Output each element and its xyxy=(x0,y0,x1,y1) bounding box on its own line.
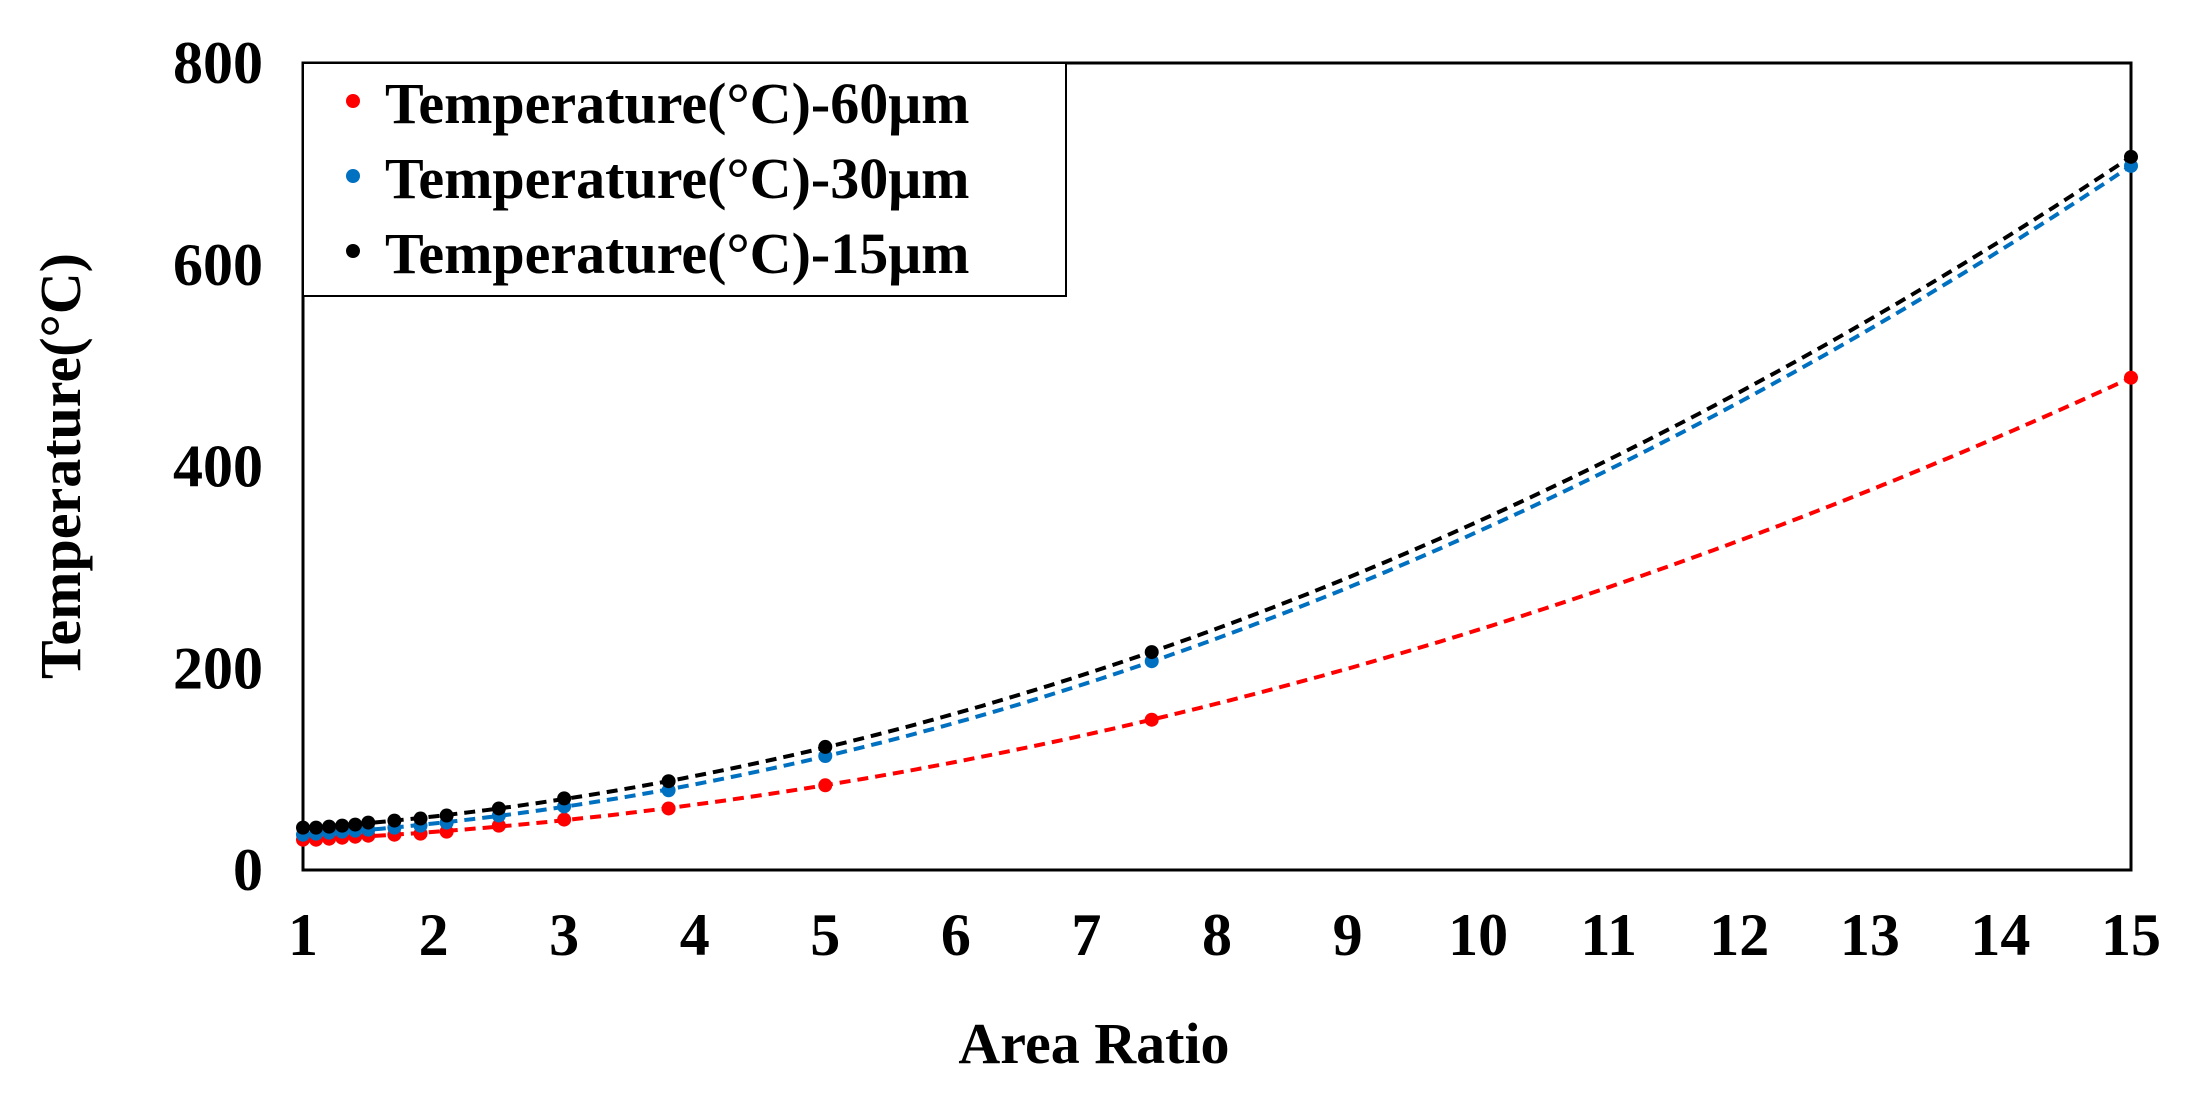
trendline-0 xyxy=(302,375,2132,842)
y-tick-label: 600 xyxy=(173,232,263,298)
data-point xyxy=(818,739,833,754)
x-tick-label: 13 xyxy=(1840,902,1900,968)
y-tick-label: 800 xyxy=(173,30,263,96)
data-point xyxy=(413,811,428,826)
x-tick-label: 7 xyxy=(1071,902,1101,968)
x-tick-label: 3 xyxy=(549,902,579,968)
trendline-1 xyxy=(302,164,2133,837)
x-axis-ticks: 1 2 3 4 5 6 7 8 9 10 11 12 13 14 15 xyxy=(288,902,2161,968)
y-tick-label: 200 xyxy=(173,635,263,701)
x-tick-label: 8 xyxy=(1202,902,1232,968)
y-axis-title: Temperature(°C) xyxy=(28,253,93,679)
x-tick-label: 4 xyxy=(680,902,710,968)
legend-label: Temperature(°C)-30μm xyxy=(385,146,969,211)
data-point xyxy=(2124,370,2138,385)
legend-label: Temperature(°C)-60μm xyxy=(385,71,969,136)
legend-label: Temperature(°C)-15μm xyxy=(385,221,969,286)
data-point xyxy=(348,817,363,832)
x-tick-label: 12 xyxy=(1709,902,1769,968)
data-point xyxy=(387,813,402,828)
x-tick-label: 1 xyxy=(288,902,318,968)
legend-box xyxy=(302,62,1067,297)
x-tick-label: 14 xyxy=(1970,902,2030,968)
data-point xyxy=(309,820,324,835)
data-point xyxy=(661,774,676,789)
data-point xyxy=(557,812,572,827)
data-point xyxy=(557,791,572,806)
y-tick-label: 400 xyxy=(173,434,263,500)
y-axis-ticks: 0 200 400 600 800 xyxy=(173,30,263,903)
trendlines xyxy=(302,155,2133,842)
legend-marker xyxy=(346,169,360,183)
data-points xyxy=(296,149,2138,847)
data-point xyxy=(491,818,506,833)
x-tick-label: 10 xyxy=(1448,902,1508,968)
data-point xyxy=(361,815,376,830)
trendline-2 xyxy=(302,155,2133,831)
x-tick-label: 15 xyxy=(2101,902,2161,968)
data-point xyxy=(1144,645,1159,660)
y-tick-label: 0 xyxy=(233,837,263,903)
data-point xyxy=(296,820,310,835)
x-tick-label: 11 xyxy=(1580,902,1637,968)
data-point xyxy=(335,818,350,833)
x-tick-label: 2 xyxy=(419,902,449,968)
legend-marker xyxy=(346,244,360,258)
data-point xyxy=(2124,149,2138,164)
legend-marker xyxy=(346,94,360,108)
data-point xyxy=(491,801,506,816)
x-axis-title: Area Ratio xyxy=(958,1011,1229,1076)
data-point xyxy=(661,801,676,816)
data-point xyxy=(1144,712,1159,727)
x-tick-label: 6 xyxy=(941,902,971,968)
data-point xyxy=(439,808,454,823)
x-tick-label: 9 xyxy=(1333,902,1363,968)
x-tick-label: 5 xyxy=(810,902,840,968)
legend: Temperature(°C)-60μm Temperature(°C)-30μm… xyxy=(302,62,1067,297)
data-point xyxy=(818,778,833,793)
data-point xyxy=(322,819,337,834)
